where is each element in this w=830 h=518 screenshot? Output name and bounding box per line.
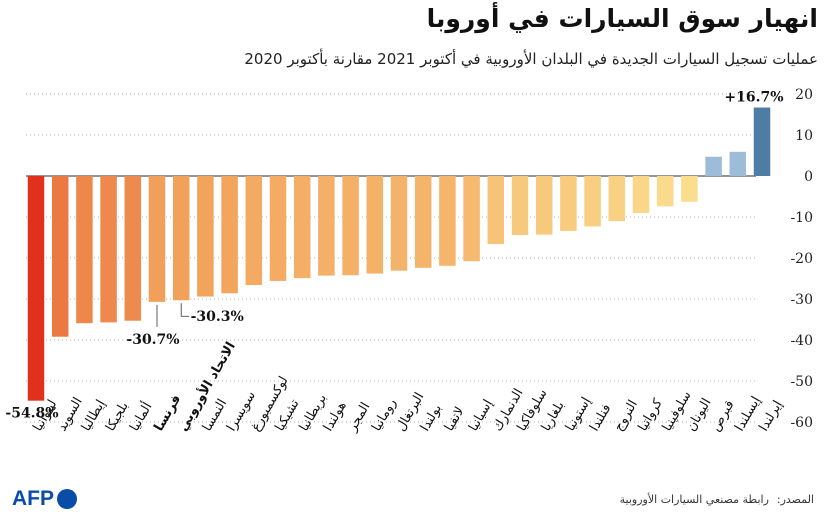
bar: [197, 176, 214, 297]
afp-logo: AFP: [12, 487, 77, 511]
chart-title: انهيار سوق السيارات في أوروبا: [426, 4, 818, 33]
bar: [366, 176, 384, 274]
bar: [608, 176, 626, 222]
bar: [656, 176, 674, 207]
bar: [318, 176, 335, 276]
bar: [705, 156, 722, 176]
bar: [487, 176, 505, 245]
bar: [584, 176, 601, 227]
y-tick-label: 20: [795, 87, 813, 103]
x-tick-label: إسبانيا: [466, 397, 496, 434]
bar: [753, 107, 771, 176]
bar: [632, 176, 650, 213]
x-tick-label-group: ألمانيا: [126, 399, 156, 434]
bar: [221, 176, 238, 294]
data-label: -30.3%: [191, 309, 244, 325]
x-tick-label-group: المجر: [345, 400, 374, 435]
bar: [293, 176, 311, 279]
bar: [100, 176, 117, 323]
source-label: المصدر:: [776, 493, 814, 506]
y-tick-label: -50: [790, 374, 813, 390]
y-tick-label: -10: [790, 210, 813, 226]
bar: [148, 176, 166, 302]
x-tick-label-group: إسبانيا: [466, 397, 496, 434]
bar: [439, 176, 456, 266]
bar: [27, 176, 45, 401]
x-tick-label-group: النروج: [611, 398, 641, 434]
afp-logo-text: AFP: [12, 487, 54, 510]
bar: [342, 176, 359, 276]
bar: [124, 176, 142, 321]
x-tick-label: النروج: [611, 398, 641, 434]
bar: [463, 176, 480, 262]
y-tick-label: -20: [790, 251, 813, 267]
bar: [560, 176, 577, 231]
bar: [172, 176, 190, 301]
bar: [414, 176, 432, 268]
data-label: +16.7%: [724, 90, 783, 106]
bar: [245, 176, 263, 286]
bar: [535, 176, 553, 235]
bar: [511, 176, 529, 236]
x-tick-label: ألمانيا: [126, 399, 156, 434]
bar: [269, 176, 287, 281]
afp-logo-circle-icon: [57, 489, 77, 509]
bar: [76, 176, 93, 324]
data-label: -30.7%: [126, 332, 179, 348]
y-tick-label: -30: [790, 292, 813, 308]
bar: [390, 176, 408, 271]
x-tick-label-group: لاتفيا: [442, 404, 468, 434]
y-tick-label: -60: [790, 415, 813, 431]
data-label: -54.8%: [5, 406, 58, 422]
bar: [729, 151, 747, 176]
leader-line: [180, 303, 190, 317]
y-tick-label: -40: [790, 333, 813, 349]
x-tick-label: لاتفيا: [442, 404, 468, 434]
y-tick-label: 10: [795, 128, 813, 144]
x-tick-label: المجر: [345, 400, 374, 435]
bar: [681, 176, 698, 202]
bar: [51, 176, 69, 337]
chart-subtitle: عمليات تسجيل السيارات الجديدة في البلدان…: [244, 50, 818, 68]
source-note: المصدر: رابطة مصنعي السيارات الأوروبية: [612, 493, 814, 506]
y-tick-label: 0: [804, 169, 813, 185]
source-text: رابطة مصنعي السيارات الأوروبية: [619, 493, 769, 506]
